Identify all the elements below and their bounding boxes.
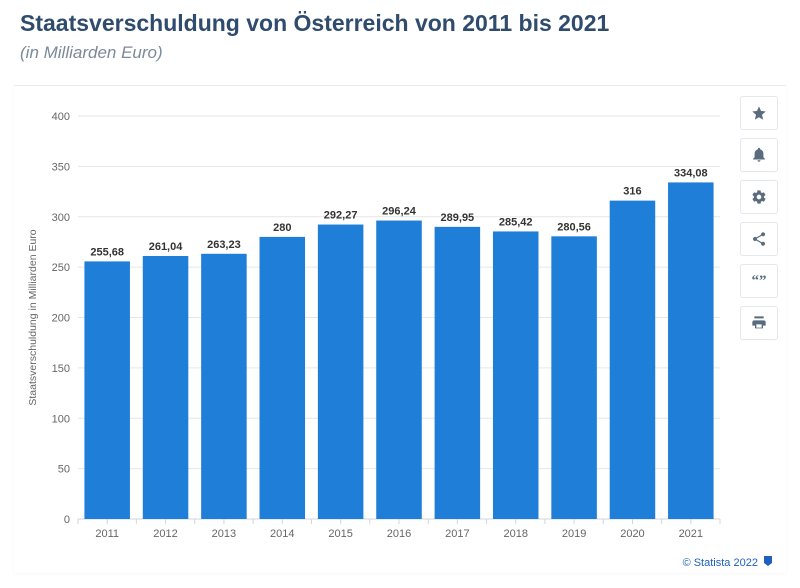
svg-text:2018: 2018 — [503, 528, 527, 540]
svg-text:200: 200 — [52, 313, 70, 325]
share-icon — [751, 231, 767, 247]
chart-area: 0 50 100 150 200 250 300 350 400 255,68 2011 261,04… — [22, 98, 730, 549]
settings-icon — [751, 189, 767, 205]
svg-text:100: 100 — [52, 413, 70, 425]
flag-icon — [764, 556, 772, 566]
svg-text:280,56: 280,56 — [557, 221, 591, 233]
print-icon — [751, 315, 767, 331]
svg-text:285,42: 285,42 — [499, 216, 533, 228]
bar-chart: 0 50 100 150 200 250 300 350 400 255,68 2011 261,04… — [22, 98, 730, 549]
bar-2019[interactable] — [551, 236, 597, 519]
svg-text:2016: 2016 — [387, 528, 411, 540]
svg-text:2011: 2011 — [95, 528, 119, 540]
bar-2012[interactable] — [143, 256, 189, 519]
bar-2014[interactable] — [260, 237, 306, 519]
notify-icon — [751, 147, 767, 163]
svg-text:2015: 2015 — [328, 528, 352, 540]
bar-2011[interactable] — [84, 261, 130, 519]
svg-text:Staatsverschuldung in Milliard: Staatsverschuldung in Milliarden Euro — [27, 229, 39, 405]
svg-text:150: 150 — [52, 363, 70, 375]
svg-text:2013: 2013 — [212, 528, 236, 540]
bar-2017[interactable] — [435, 227, 481, 519]
share-button[interactable] — [740, 222, 778, 256]
svg-text:50: 50 — [58, 464, 70, 476]
svg-text:2020: 2020 — [620, 528, 644, 540]
svg-text:2021: 2021 — [679, 528, 703, 540]
bar-2018[interactable] — [493, 231, 539, 519]
svg-text:250: 250 — [52, 262, 70, 274]
cite-button[interactable]: “” — [740, 264, 778, 298]
bar-2015[interactable] — [318, 225, 364, 519]
svg-text:316: 316 — [623, 186, 641, 198]
svg-text:2017: 2017 — [445, 528, 469, 540]
svg-text:334,08: 334,08 — [674, 167, 708, 179]
print-button[interactable] — [740, 306, 778, 340]
page-subtitle: (in Milliarden Euro) — [20, 43, 780, 63]
page-title: Staatsverschuldung von Österreich von 20… — [20, 10, 780, 37]
chart-toolbar: “” — [740, 96, 778, 340]
bar-2021[interactable] — [668, 182, 714, 519]
header: Staatsverschuldung von Österreich von 20… — [0, 0, 800, 67]
svg-text:300: 300 — [52, 212, 70, 224]
favorite-icon — [751, 105, 767, 121]
svg-text:255,68: 255,68 — [90, 246, 124, 258]
svg-text:2014: 2014 — [270, 528, 294, 540]
favorite-button[interactable] — [740, 96, 778, 130]
copyright-link[interactable]: © Statista 2022 — [683, 556, 772, 569]
notify-button[interactable] — [740, 138, 778, 172]
svg-text:2012: 2012 — [153, 528, 177, 540]
svg-text:0: 0 — [64, 514, 70, 526]
bar-2020[interactable] — [610, 201, 656, 519]
svg-text:289,95: 289,95 — [441, 212, 475, 224]
svg-text:280: 280 — [273, 222, 291, 234]
bar-2016[interactable] — [376, 221, 422, 519]
svg-text:2019: 2019 — [562, 528, 586, 540]
svg-text:263,23: 263,23 — [207, 239, 241, 251]
svg-text:400: 400 — [52, 111, 70, 123]
svg-text:350: 350 — [52, 161, 70, 173]
cite-icon: “” — [752, 273, 767, 290]
svg-text:261,04: 261,04 — [149, 241, 184, 253]
chart-panel: 0 50 100 150 200 250 300 350 400 255,68 2011 261,04… — [14, 85, 786, 573]
bar-2013[interactable] — [201, 254, 247, 519]
svg-text:292,27: 292,27 — [324, 210, 358, 222]
copyright-text: © Statista 2022 — [683, 557, 758, 569]
settings-button[interactable] — [740, 180, 778, 214]
svg-text:296,24: 296,24 — [382, 206, 417, 218]
